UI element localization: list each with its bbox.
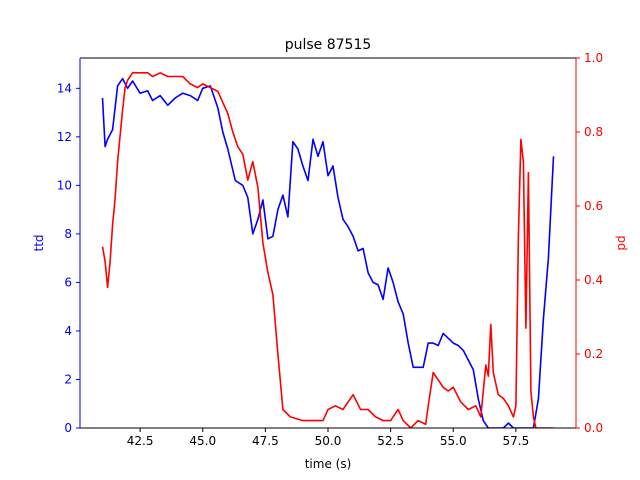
x-tick-label: 47.5 <box>252 434 279 448</box>
x-axis-title: time (s) <box>305 457 352 471</box>
y-left-tick-label: 10 <box>57 178 72 192</box>
y-left-tick-label: 2 <box>64 372 72 386</box>
series-line-pd <box>101 72 554 428</box>
x-tick-label: 45.0 <box>189 434 216 448</box>
chart-title: pulse 87515 <box>285 37 372 53</box>
x-tick-label: 42.5 <box>127 434 154 448</box>
y-right-tick-label: 0.2 <box>584 347 603 361</box>
axes-layer: 42.5 45.0 47.5 50.0 52.5 55.0 57.5 0 2 4 6 8 10 12 14 0… <box>57 51 603 448</box>
x-tick-label: 52.5 <box>377 434 404 448</box>
y-left-tick-label: 14 <box>57 81 72 95</box>
y-right-tick-label: 0.4 <box>584 273 603 287</box>
y-right-axis-title: pd <box>614 235 628 250</box>
y-left-tick-label: 4 <box>64 324 72 338</box>
y-right-tick-label: 0.0 <box>584 421 603 435</box>
x-tick-label: 57.5 <box>503 434 530 448</box>
y-right-tick-label: 0.6 <box>584 199 603 213</box>
y-left-tick-label: 12 <box>57 130 72 144</box>
y-left-axis-title: ttd <box>32 234 46 251</box>
y-left-tick-label: 0 <box>64 421 72 435</box>
series-layer <box>101 72 555 428</box>
x-tick-label: 55.0 <box>440 434 467 448</box>
x-tick-label: 50.0 <box>315 434 342 448</box>
y-left-tick-label: 8 <box>64 227 72 241</box>
series-line-ttd <box>101 77 555 428</box>
y-right-tick-label: 0.8 <box>584 125 603 139</box>
y-left-tick-label: 6 <box>64 275 72 289</box>
y-right-tick-label: 1.0 <box>584 51 603 65</box>
